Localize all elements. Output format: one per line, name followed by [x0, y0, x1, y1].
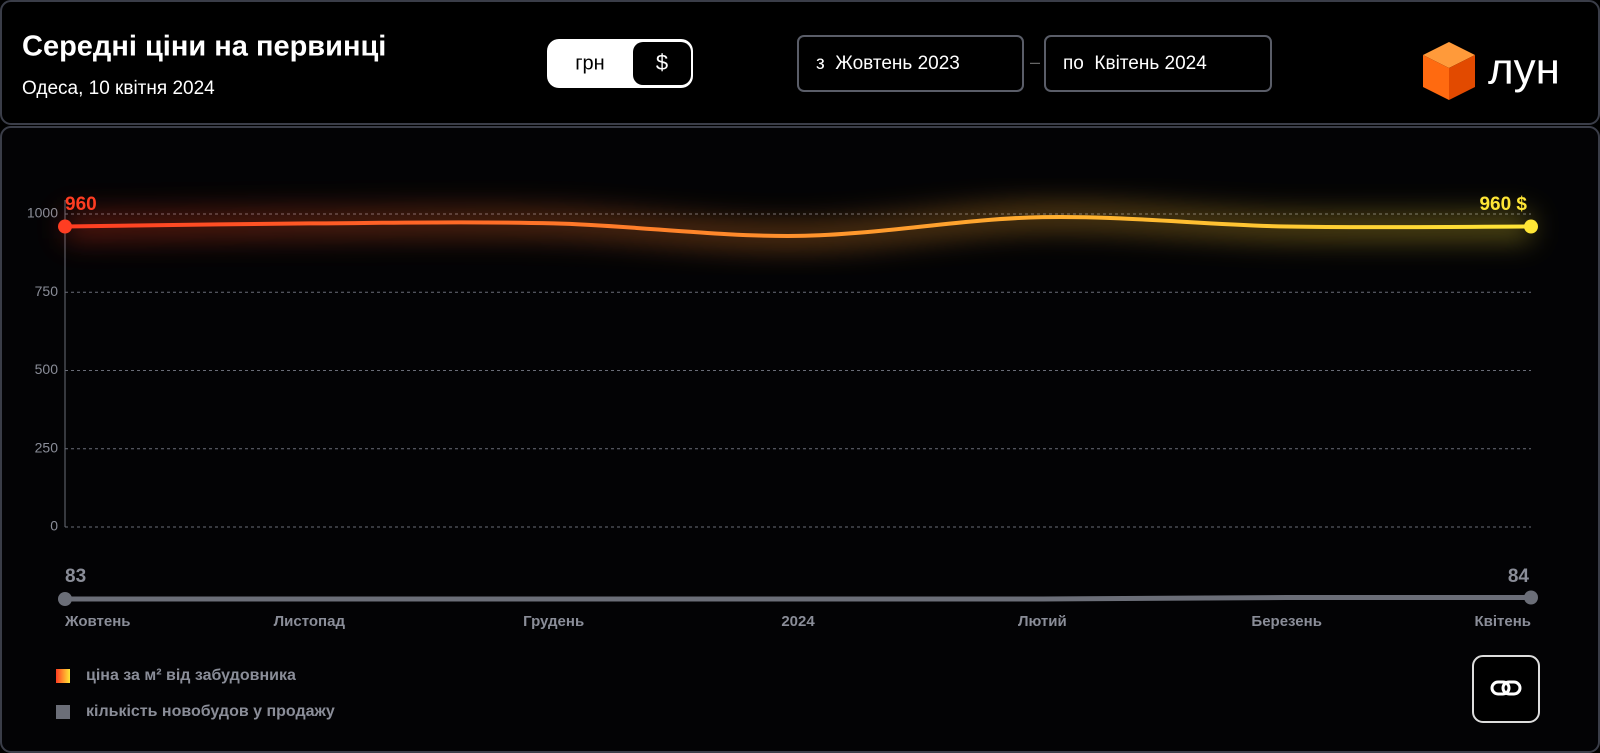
y-tick-label: 1000 [27, 205, 58, 221]
currency-active[interactable] [633, 42, 691, 85]
value-label: 960 [65, 194, 97, 215]
x-tick-label: Грудень [523, 613, 584, 630]
x-tick-label: Квітень [1474, 613, 1531, 630]
legend-label: ціна за м² від забудовника [86, 667, 296, 684]
y-tick-label: 0 [50, 518, 58, 534]
title: Середні ціни на первинці [22, 31, 386, 63]
legend-label: кількість новобудов у продажу [86, 703, 335, 720]
count-label: 83 [65, 566, 86, 587]
logo-text: лун [1488, 45, 1560, 94]
x-tick-label: Жовтень [64, 613, 131, 630]
legend-swatch [56, 669, 70, 683]
date-separator: – [1030, 52, 1040, 72]
x-tick-label: 2024 [781, 613, 815, 630]
y-tick-label: 750 [35, 283, 59, 299]
legend-swatch [56, 705, 70, 719]
end-point [58, 219, 72, 234]
x-tick-label: Листопад [274, 613, 346, 630]
link-icon[interactable] [1490, 680, 1522, 696]
currency-option[interactable]: $ [656, 50, 668, 75]
date-from[interactable] [797, 35, 1024, 92]
count-label: 84 [1508, 566, 1530, 587]
logo-cube [1423, 42, 1475, 100]
date-to-text[interactable]: по Квітень 2024 [1063, 53, 1207, 74]
value-label: 960 $ [1479, 194, 1527, 215]
count-point [1524, 590, 1538, 605]
x-tick-label: Березень [1251, 613, 1322, 630]
count-line [65, 595, 1531, 602]
link-button[interactable] [1472, 655, 1540, 723]
subtitle: Одеса, 10 квітня 2024 [22, 78, 215, 99]
date-from-text[interactable]: з Жовтень 2023 [816, 53, 960, 74]
end-point [1524, 219, 1538, 234]
y-tick-label: 500 [35, 361, 59, 377]
date-to[interactable] [1044, 35, 1272, 92]
y-tick-label: 250 [35, 439, 59, 455]
currency-option[interactable]: грн [575, 52, 604, 74]
x-tick-label: Лютий [1018, 613, 1067, 630]
count-point [58, 592, 72, 606]
price-line [64, 214, 1532, 238]
